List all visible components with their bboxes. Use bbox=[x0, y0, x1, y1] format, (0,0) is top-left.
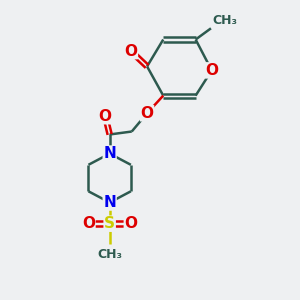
Text: O: O bbox=[205, 63, 218, 78]
Text: S: S bbox=[104, 216, 115, 231]
Text: O: O bbox=[124, 216, 137, 231]
Text: O: O bbox=[99, 109, 112, 124]
Text: N: N bbox=[103, 146, 116, 161]
Text: CH₃: CH₃ bbox=[97, 248, 122, 261]
Text: CH₃: CH₃ bbox=[212, 14, 237, 27]
Text: N: N bbox=[103, 195, 116, 210]
Text: O: O bbox=[141, 106, 154, 121]
Text: O: O bbox=[82, 216, 95, 231]
Text: O: O bbox=[124, 44, 137, 59]
